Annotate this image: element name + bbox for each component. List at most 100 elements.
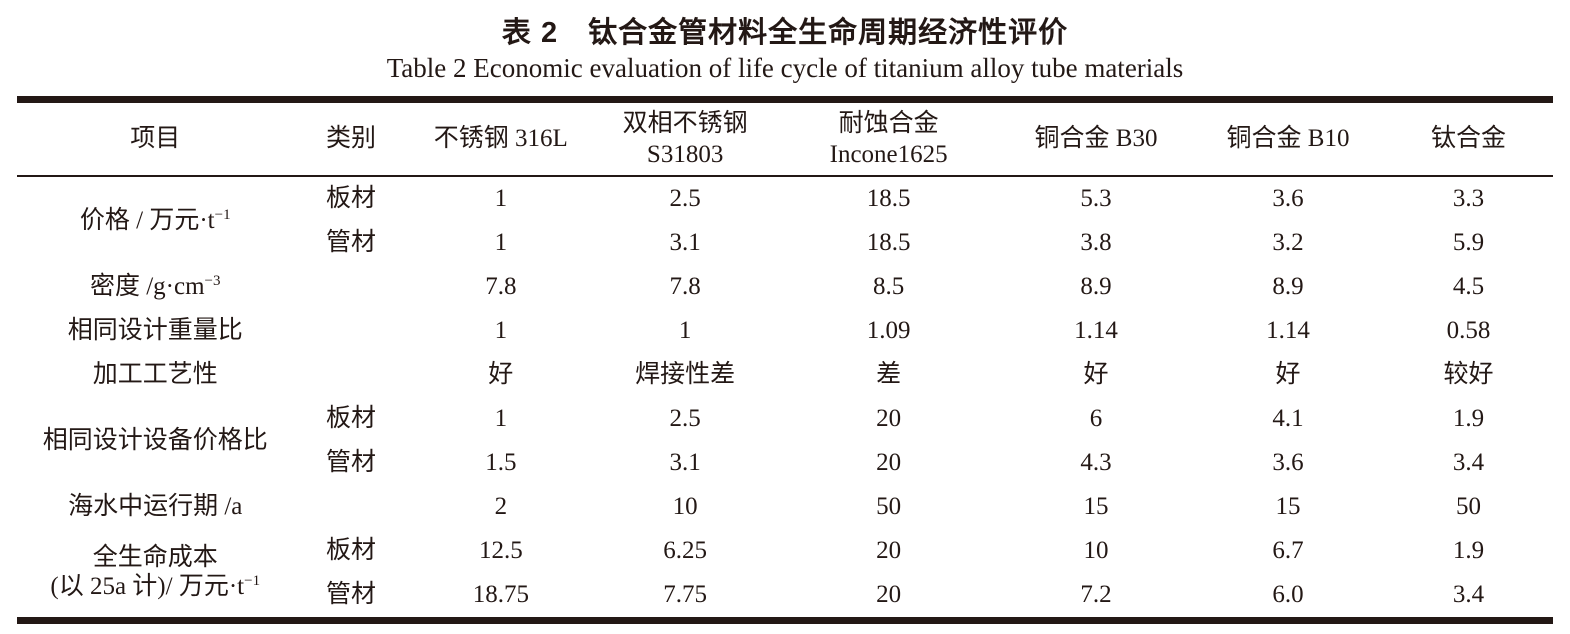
superscript: −1 <box>214 206 231 223</box>
value-cell: 5.9 <box>1452 228 1485 256</box>
row-label-weight-ratio: 相同设计重量比 <box>17 309 293 353</box>
superscript: −1 <box>244 573 261 589</box>
table-row-seawater-service: 海水中运行期 /a 2 10 50 15 15 50 <box>17 485 1553 529</box>
value-cell: 6.7 <box>1272 536 1304 564</box>
value-cell: 3.8 <box>1080 228 1112 256</box>
category-cell: 板材 <box>326 184 377 212</box>
value-cell: 4.3 <box>1080 448 1112 476</box>
value-cell: 1.5 <box>485 448 517 476</box>
value-cell: 1 <box>494 184 508 212</box>
value-cell: 6 <box>1089 404 1103 432</box>
table-row-lifecycle-cost-plate: 全生命成本 (以 25a 计)/ 万元·t−1 板材 12.5 6.25 20 … <box>17 529 1553 600</box>
value-cell: 10 <box>672 492 698 520</box>
value-cell: 8.9 <box>1272 272 1304 300</box>
value-cell: 1.9 <box>1452 404 1485 432</box>
header-line2: Incone1625 <box>829 141 948 168</box>
value-cell: 3.1 <box>669 448 701 476</box>
value-cell: 2.5 <box>669 404 701 432</box>
table-row-equipment-price-tube: 管材 1.5 3.1 20 4.3 3.6 3.4 <box>17 441 1553 485</box>
value-cell: 好 <box>1083 360 1109 388</box>
value-cell: 20 <box>876 580 902 608</box>
row-label-text: 加工工艺性 <box>92 360 218 388</box>
table-row-density: 密度 /g·cm−3 7.8 7.8 8.5 8.9 8.9 4.5 <box>17 265 1553 309</box>
superscript: −3 <box>204 272 221 289</box>
row-label-price: 价格 / 万元·t−1 <box>17 176 293 265</box>
value-cell: 5.3 <box>1080 184 1112 212</box>
value-cell: 50 <box>1456 492 1481 520</box>
value-cell: 7.8 <box>485 272 517 300</box>
row-label-line2: (以 25a 计)/ 万元·t−1 <box>17 573 293 602</box>
table-row-lifecycle-cost-tube: 管材 18.75 7.75 20 7.2 6.0 3.4 <box>17 573 1553 621</box>
value-cell: 8.9 <box>1080 272 1112 300</box>
category-cell <box>293 353 408 397</box>
value-cell: 1 <box>494 316 508 344</box>
table-container: 项目 类别 不锈钢 316L 双相不锈钢 S31803 耐蚀合金 Incone162… <box>17 96 1553 624</box>
value-cell: 7.2 <box>1080 580 1112 608</box>
row-label-text: 海水中运行期 /a <box>68 492 243 520</box>
row-label-text: 价格 / 万元·t <box>79 206 215 234</box>
row-label-line1: 全生命成本 <box>92 544 218 572</box>
category-cell: 板材 <box>326 404 377 432</box>
value-cell: 3.2 <box>1272 228 1304 256</box>
value-cell: 4.1 <box>1272 404 1304 432</box>
header-line1: 钛合金 <box>1430 125 1506 153</box>
value-cell: 18.75 <box>472 580 529 608</box>
row-label-text: 相同设计重量比 <box>67 316 243 344</box>
value-cell: 1.14 <box>1266 316 1310 344</box>
value-cell: 15 <box>1275 492 1301 520</box>
value-cell: 3.4 <box>1452 448 1485 476</box>
row-label-processability: 加工工艺性 <box>17 353 293 397</box>
category-cell: 板材 <box>326 536 377 564</box>
value-cell: 好 <box>488 360 514 388</box>
row-label-text: (以 25a 计)/ 万元·t <box>50 573 245 600</box>
row-label-seawater-service: 海水中运行期 /a <box>17 485 293 529</box>
value-cell: 7.75 <box>663 580 707 608</box>
table-row-processability: 加工工艺性 好 焊接性差 差 好 好 较好 <box>17 353 1553 397</box>
category-cell: 管材 <box>326 580 377 608</box>
value-cell: 1 <box>494 228 508 256</box>
value-cell: 20 <box>876 404 902 432</box>
value-cell: 50 <box>876 492 902 520</box>
category-cell: 管材 <box>326 448 377 476</box>
row-label-equipment-price: 相同设计设备价格比 <box>17 397 293 485</box>
value-cell: 3.6 <box>1272 184 1304 212</box>
table-title-zh: 表 2 钛合金管材料全生命周期经济性评价 <box>501 17 1069 49</box>
value-cell: 1.9 <box>1452 536 1485 564</box>
col-header-item: 项目 <box>17 99 294 177</box>
table-row-weight-ratio: 相同设计重量比 1 1 1.09 1.14 1.14 0.58 <box>17 309 1553 353</box>
header-line1: 铜合金 B10 <box>1226 125 1350 153</box>
value-cell: 2 <box>494 492 508 520</box>
col-header-material-b30: 铜合金 B30 <box>1000 99 1192 177</box>
table-row-price-tube: 管材 1 3.1 18.5 3.8 3.2 5.9 <box>17 221 1553 265</box>
col-header-category: 类别 <box>293 99 409 177</box>
value-cell: 3.4 <box>1452 580 1485 608</box>
col-header-material-b10: 铜合金 B10 <box>1192 99 1384 177</box>
value-cell: 1 <box>494 404 508 432</box>
row-label-text: 相同设计设备价格比 <box>42 426 268 454</box>
value-cell: 1.14 <box>1074 316 1118 344</box>
table-title-en: Table 2 Economic evaluation of life cycl… <box>386 53 1184 83</box>
value-cell: 2.5 <box>669 184 701 212</box>
row-label-text: 密度 /g·cm <box>89 272 205 300</box>
value-cell: 6.0 <box>1272 580 1304 608</box>
header-line2: S31803 <box>646 141 724 168</box>
header-line1: 铜合金 B30 <box>1034 125 1158 153</box>
value-cell: 12.5 <box>478 536 523 564</box>
value-cell: 差 <box>876 360 902 388</box>
col-header-material-s31803: 双相不锈钢 S31803 <box>592 99 778 177</box>
value-cell: 20 <box>876 536 902 564</box>
category-cell <box>293 309 408 353</box>
value-cell: 3.1 <box>669 228 701 256</box>
value-cell: 10 <box>1083 536 1109 564</box>
value-cell: 8.5 <box>873 272 905 300</box>
value-cell: 6.25 <box>663 536 707 564</box>
header-line1: 不锈钢 316L <box>433 125 568 153</box>
economic-evaluation-table: 项目 类别 不锈钢 316L 双相不锈钢 S31803 耐蚀合金 Incone162… <box>17 96 1553 624</box>
value-cell: 18.5 <box>866 228 911 256</box>
value-cell: 4.5 <box>1452 272 1485 300</box>
header-row: 项目 类别 不锈钢 316L 双相不锈钢 S31803 耐蚀合金 Incone162… <box>17 99 1553 177</box>
category-cell: 管材 <box>326 228 377 256</box>
value-cell: 焊接性差 <box>635 360 736 388</box>
value-cell: 1.09 <box>866 316 911 344</box>
col-header-material-316l: 不锈钢 316L <box>408 99 593 177</box>
